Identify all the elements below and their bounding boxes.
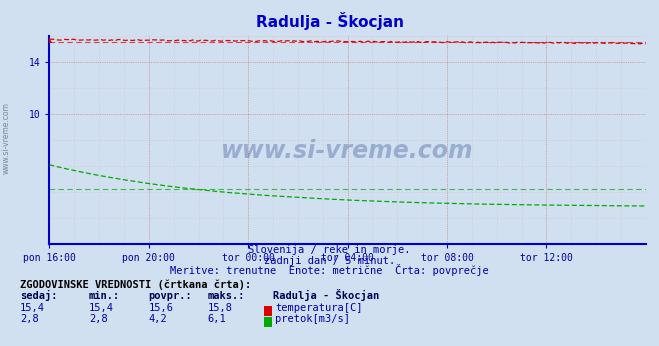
Text: temperatura[C]: temperatura[C] [275, 303, 363, 313]
Text: 4,2: 4,2 [148, 315, 167, 325]
Text: zadnji dan / 5 minut.: zadnji dan / 5 minut. [264, 256, 395, 266]
Text: www.si-vreme.com: www.si-vreme.com [221, 138, 474, 163]
Text: 6,1: 6,1 [208, 315, 226, 325]
Text: povpr.:: povpr.: [148, 291, 192, 301]
Text: ZGODOVINSKE VREDNOSTI (črtkana črta):: ZGODOVINSKE VREDNOSTI (črtkana črta): [20, 279, 251, 290]
Text: 15,4: 15,4 [20, 303, 45, 313]
Text: www.si-vreme.com: www.si-vreme.com [2, 102, 11, 174]
Text: pretok[m3/s]: pretok[m3/s] [275, 315, 351, 325]
Text: Meritve: trenutne  Enote: metrične  Črta: povprečje: Meritve: trenutne Enote: metrične Črta: … [170, 264, 489, 276]
Text: 2,8: 2,8 [20, 315, 38, 325]
Text: Radulja - Škocjan: Radulja - Škocjan [256, 12, 403, 30]
Text: sedaj:: sedaj: [20, 290, 57, 301]
Text: Radulja - Škocjan: Radulja - Škocjan [273, 289, 380, 301]
Text: min.:: min.: [89, 291, 120, 301]
Text: 15,8: 15,8 [208, 303, 233, 313]
Text: maks.:: maks.: [208, 291, 245, 301]
Text: 2,8: 2,8 [89, 315, 107, 325]
Text: 15,6: 15,6 [148, 303, 173, 313]
Text: 15,4: 15,4 [89, 303, 114, 313]
Text: Slovenija / reke in morje.: Slovenija / reke in morje. [248, 245, 411, 255]
